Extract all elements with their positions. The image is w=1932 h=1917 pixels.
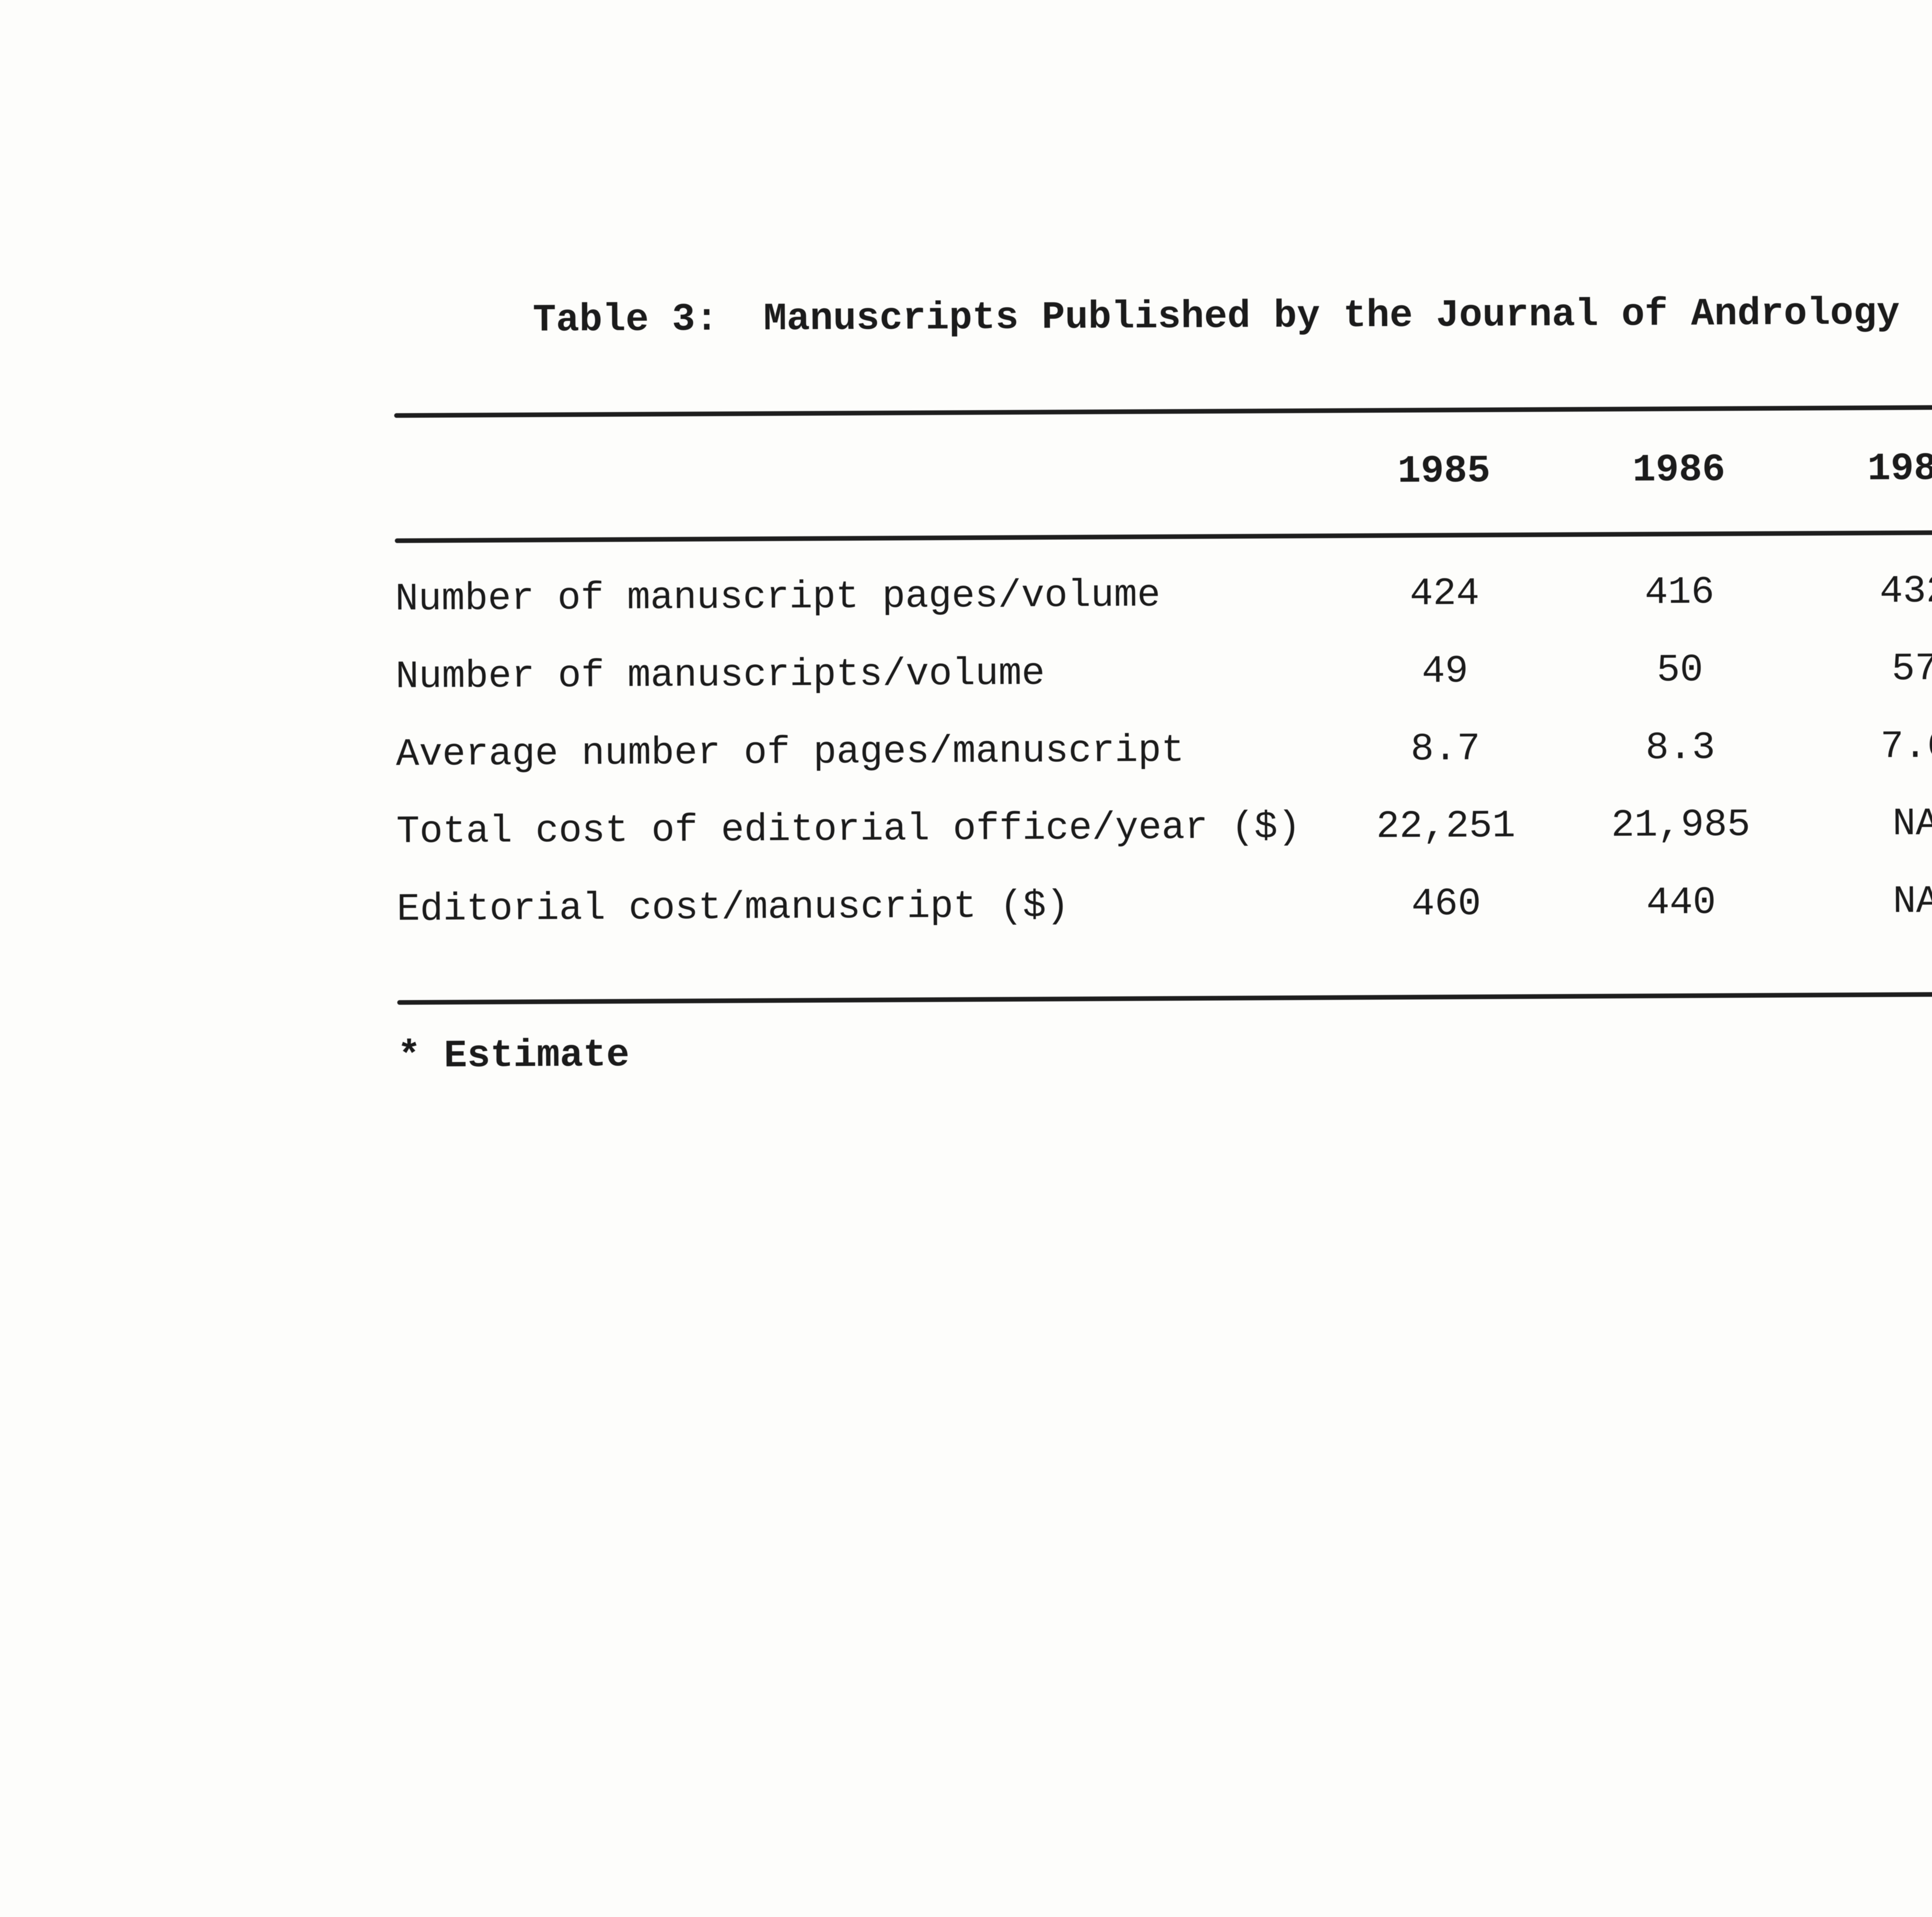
cell-value: 22,251	[1376, 805, 1516, 849]
cell-value: 432	[1879, 570, 1932, 614]
table-header-rule	[395, 527, 1932, 543]
table-row: Editorial cost/manuscript ($)460440NA474…	[396, 880, 1932, 932]
cell-value: 49	[1422, 650, 1468, 694]
cell-value: 57	[1891, 647, 1932, 692]
table-top-rule	[394, 402, 1932, 418]
table-row: Number of manuscripts/volume4950575062	[395, 647, 1932, 699]
row-label: Number of manuscripts/volume	[395, 652, 1045, 699]
table-title: Table 3: Manuscripts Published by the Jou…	[393, 256, 1900, 379]
cell-value: 8.7	[1410, 727, 1481, 772]
footnote: * Estimate	[397, 1034, 630, 1079]
row-values: 4950575062	[1327, 647, 1932, 694]
cell-value: 416	[1645, 571, 1714, 615]
cell-value: 50	[1656, 648, 1703, 693]
row-label: Average number of pages/manuscript	[396, 729, 1185, 777]
table-bottom-rule	[397, 989, 1932, 1005]
row-values: 8.78.37.68.67.8*	[1328, 725, 1932, 772]
row-label: Total cost of editorial office/year ($)	[396, 806, 1301, 854]
year-header-row: 19851986198719881989	[1327, 447, 1932, 494]
cell-value: NA	[1892, 802, 1932, 847]
cell-value: NA	[1893, 880, 1932, 924]
cell-value: 21,985	[1611, 803, 1751, 848]
table-row: Number of manuscript pages/volume 424 416 4…	[395, 570, 1932, 622]
table-title-label: Table 3:	[532, 298, 719, 343]
cell-value: 424	[1410, 572, 1480, 616]
cell-value: 460	[1411, 882, 1481, 927]
table-row: Total cost of editorial office/year ($) 2…	[396, 802, 1932, 854]
row-values: 460440NA474-	[1329, 880, 1932, 927]
title-gap	[718, 329, 764, 330]
row-label: Editorial cost/manuscript ($)	[396, 885, 1070, 932]
table-body: Number of manuscript pages/volume 424 416 4…	[0, 0, 1932, 932]
table-title-text: Manuscripts Published by the Journal of …	[763, 291, 1900, 342]
cell-value: 7.6	[1880, 725, 1932, 769]
table-row: Average number of pages/manuscript 8.7 8.3…	[396, 725, 1932, 777]
cell-value: 440	[1646, 881, 1716, 925]
row-values: 424416432432485*	[1327, 570, 1932, 616]
row-label: Number of manuscript pages/volume	[395, 573, 1161, 622]
year-column-header: 1985	[1397, 449, 1491, 494]
year-column-header: 1987	[1867, 447, 1932, 492]
year-column-header: 1986	[1632, 448, 1726, 493]
cell-value: 8.3	[1645, 726, 1716, 771]
